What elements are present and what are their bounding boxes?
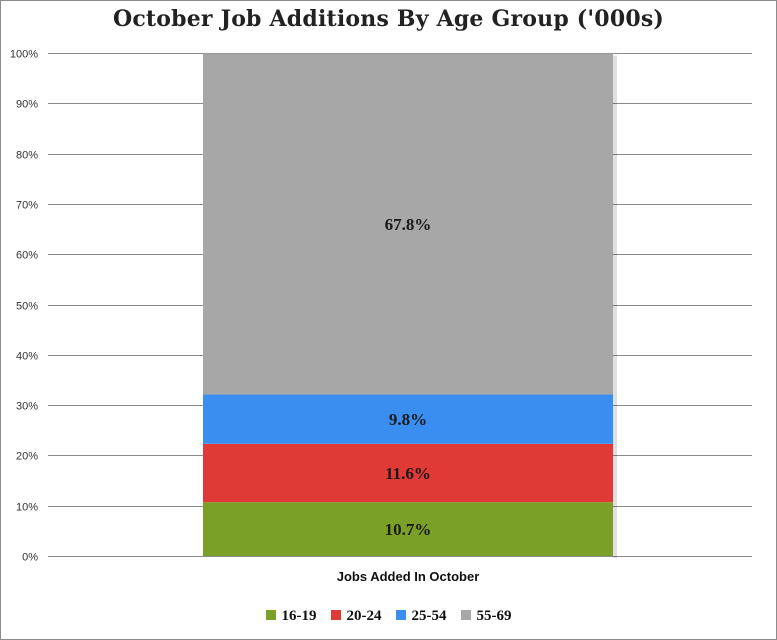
bar-segment-55-69 [203,53,613,395]
legend-label: 20-24 [346,608,382,624]
data-label-25-54: 9.8% [389,410,427,429]
legend-swatch [265,610,276,620]
legend: 16-19 20-24 25-54 55-69 [0,608,777,625]
bar-shadow [613,396,617,446]
y-tick-label: 40% [16,351,38,363]
y-tick-label: 90% [16,99,38,111]
legend-item-20-24: 20-24 [330,608,382,625]
x-category-label: Jobs Added In October [337,569,480,584]
bar-segment-16-19 [203,502,613,556]
bar-segment-20-24 [203,443,613,503]
bar-shadow [613,504,617,558]
legend-item-25-54: 25-54 [395,608,447,625]
y-tick-label: 80% [16,150,38,162]
legend-swatch [460,610,471,620]
chart-title: October Job Additions By Age Group ('000… [112,6,665,32]
y-tick-label: 30% [16,401,38,413]
stacked-bar [203,53,617,558]
legend-item-16-19: 16-19 [265,608,317,625]
bar-shadow [613,445,617,505]
legend-item-55-69: 55-69 [460,608,512,625]
y-tick-label: 0% [22,552,38,564]
data-label-20-24: 11.6% [385,464,431,483]
legend-swatch [330,610,341,620]
legend-label: 55-69 [476,608,512,624]
bar-shadow [613,55,617,397]
chart-plot: 0%10%20%30%40%50%60%70%80%90%100% 10.7%1… [10,49,752,584]
legend-swatch [395,610,406,620]
y-axis-ticks: 0% 10% 20% 30% 40% 50% 60% 70% 80% 90% 100% [10,49,38,564]
bar-segment-25-54 [203,394,613,444]
legend-label: 16-19 [281,608,317,624]
y-tick-label: 50% [16,301,38,313]
legend-label: 25-54 [411,608,447,624]
data-label-55-69: 67.8% [385,215,432,234]
y-tick-label: 20% [16,451,38,463]
data-label-16-19: 10.7% [385,520,432,539]
data-labels: 10.7% 11.6% 9.8% 67.8% [385,215,432,539]
y-tick-label: 10% [16,502,38,514]
y-tick-label: 100% [10,49,38,61]
y-tick-label: 60% [16,250,38,262]
y-tick-label: 70% [16,200,38,212]
